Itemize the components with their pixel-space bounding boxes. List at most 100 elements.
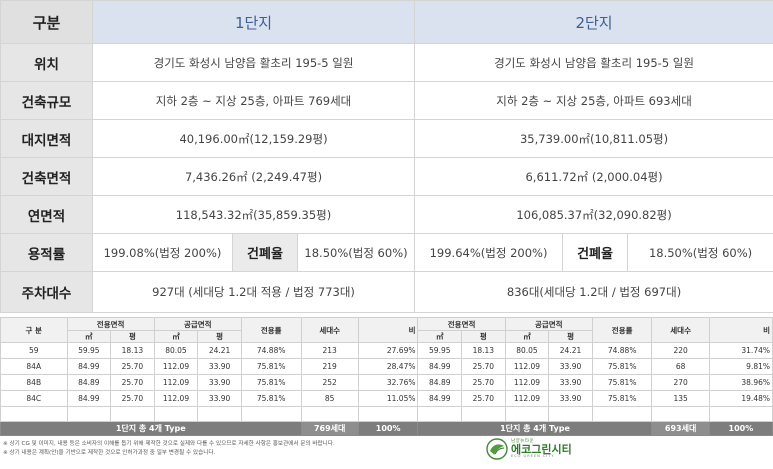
c2-header-supply: 공급면적 [504,317,593,331]
c1-header-ex-pyeong: 평 [110,330,155,343]
c1-coverage-ratio: 18.50%(법정 60%) [296,233,416,272]
c2-ex-pyeong: 18.13 [461,342,506,359]
c2-header-su-pyeong: 평 [548,330,593,343]
c1-ex-pyeong: 25.70 [110,374,155,391]
header-complex-1: 1단지 [91,0,416,44]
c1-total-households: 769세대 [300,421,359,436]
c1-header-su-sqm: ㎡ [153,330,199,343]
c2-su-sqm: 80.05 [504,342,550,359]
c1-share: 32.76% [357,374,419,391]
c2-share: 31.74% [708,342,773,359]
c2-header-su-sqm: ㎡ [504,330,550,343]
logo-sub: 남양뉴타운 [511,438,535,444]
footnote-1: ※ 상기 CG 및 이미지, 내용 등은 소비자의 이해를 돕기 위해 제작한 … [3,441,335,447]
c1-ex-pyeong: 25.70 [110,390,155,407]
c1-households: 213 [300,342,359,359]
c2-header-households: 세대수 [651,317,710,343]
c2-households: 68 [651,358,710,375]
label-scale: 건축규모 [0,81,93,120]
c1-share: 27.69% [357,342,419,359]
label-location: 위치 [0,43,93,82]
c2-ratio: 75.81% [591,358,653,375]
unit-header-type: 구 분 [0,317,68,343]
c2-su-pyeong: 33.90 [548,374,593,391]
c1-households: 252 [300,374,359,391]
c2-parking: 836대(세대당 1.2대 / 법정 697대) [414,271,773,313]
logo-text: 남양뉴타운 에코그린시티 ECO GREEN CITY [511,438,572,459]
label-building-area: 건축면적 [0,157,93,196]
c1-households: 85 [300,390,359,407]
row-location: 위치 경기도 화성시 남양읍 활초리 195-5 일원 경기도 화성시 남양읍 … [0,43,773,82]
c2-ratio: 75.81% [591,374,653,391]
c1-header-households: 세대수 [300,317,359,343]
c2-total-households: 693세대 [651,421,710,436]
c2-building-area: 6,611.72㎡ (2,000.04평) [414,157,773,196]
unit-header-row-1: 구 분 전용면적 공급면적 전용률 세대수 비 전용면적 공급면적 전용률 세대… [0,317,773,343]
c2-site-area: 35,739.00㎡(10,811.05평) [414,119,773,158]
c2-su-sqm: 112.09 [504,358,550,375]
row-building-area: 건축면적 7,436.26㎡ (2,249.47평) 6,611.72㎡ (2,… [0,157,773,196]
leaf-logo-icon [486,438,508,460]
c1-su-pyeong: 33.90 [197,390,242,407]
c1-ratio: 75.81% [240,358,302,375]
c1-ex-pyeong: 25.70 [110,358,155,375]
table-row: 84B 84.89 25.70 112.09 33.90 75.81% 252 … [0,374,773,391]
c2-share: 19.48% [708,390,773,407]
c1-header-share: 비 [357,317,419,343]
c2-header-share: 비 [708,317,773,343]
c2-su-pyeong: 33.90 [548,390,593,407]
logo-main: 에코그린시티 [511,443,572,456]
c2-total-label: 1단지 총 4개 Type [417,421,653,436]
c1-ex-pyeong: 18.13 [110,342,155,359]
c2-header-exclusive: 전용면적 [417,317,506,331]
c2-ex-sqm: 84.89 [417,374,463,391]
c1-ex-sqm: 84.99 [66,358,112,375]
c1-share: 11.05% [357,390,419,407]
unit-type: 84C [0,390,68,407]
row-scale: 건축규모 지하 2층 ~ 지상 25층, 아파트 769세대 지하 2층 ~ 지… [0,81,773,120]
unit-type: 84A [0,358,68,375]
c1-header-supply: 공급면적 [153,317,242,331]
c1-ex-sqm: 84.89 [66,374,112,391]
footnotes: ※ 상기 CG 및 이미지, 내용 등은 소비자의 이해를 돕기 위해 제작한 … [3,440,335,458]
c1-header-exclusive: 전용면적 [66,317,155,331]
header-label: 구분 [0,0,93,44]
row-ratios: 용적률 199.08%(법정 200%) 건폐율 18.50%(법정 60%) … [0,233,773,272]
c1-ex-sqm: 59.95 [66,342,112,359]
c1-parking: 927대 (세대당 1.2대 적용 / 법정 773대) [91,271,416,313]
c2-ex-sqm: 84.99 [417,390,463,407]
c2-su-pyeong: 24.21 [548,342,593,359]
c2-coverage-ratio: 18.50%(법정 60%) [627,233,773,272]
c1-scale: 지하 2층 ~ 지상 25층, 아파트 769세대 [91,81,416,120]
c2-households: 270 [651,374,710,391]
label-site-area: 대지면적 [0,119,93,158]
c1-su-sqm: 112.09 [153,374,199,391]
c1-ratio: 75.81% [240,390,302,407]
c1-su-pyeong: 24.21 [197,342,242,359]
c1-su-sqm: 112.09 [153,390,199,407]
eco-green-city-logo: 남양뉴타운 에코그린시티 ECO GREEN CITY [486,438,572,460]
c1-su-pyeong: 33.90 [197,358,242,375]
c1-ex-sqm: 84.99 [66,390,112,407]
c2-ex-sqm: 59.95 [417,342,463,359]
c1-header-ratio: 전용률 [240,317,302,343]
c1-su-pyeong: 33.90 [197,374,242,391]
c1-su-sqm: 80.05 [153,342,199,359]
overview-table: 구분 1단지 2단지 위치 경기도 화성시 남양읍 활초리 195-5 일원 경… [0,0,773,313]
footnote-2: ※ 상기 내용은 계획(안)을 기반으로 제작한 것으로 인허가과정 중 일부 … [3,450,216,456]
c2-ratio: 75.81% [591,390,653,407]
row-site-area: 대지면적 40,196.00㎡(12,159.29평) 35,739.00㎡(1… [0,119,773,158]
c1-site-area: 40,196.00㎡(12,159.29평) [91,119,416,158]
c2-floor-area-ratio: 199.64%(법정 200%) [414,233,564,272]
c2-ex-pyeong: 25.70 [461,358,506,375]
c1-header-ex-sqm: ㎡ [66,330,112,343]
c2-share: 38.96% [708,374,773,391]
c2-su-pyeong: 33.90 [548,358,593,375]
label-gross-floor-area: 연면적 [0,195,93,234]
c1-total-share: 100% [357,421,419,436]
c2-ex-sqm: 84.99 [417,358,463,375]
c1-ratio: 75.81% [240,374,302,391]
c1-households: 219 [300,358,359,375]
c2-households: 135 [651,390,710,407]
c2-coverage-label: 건폐율 [562,233,629,272]
